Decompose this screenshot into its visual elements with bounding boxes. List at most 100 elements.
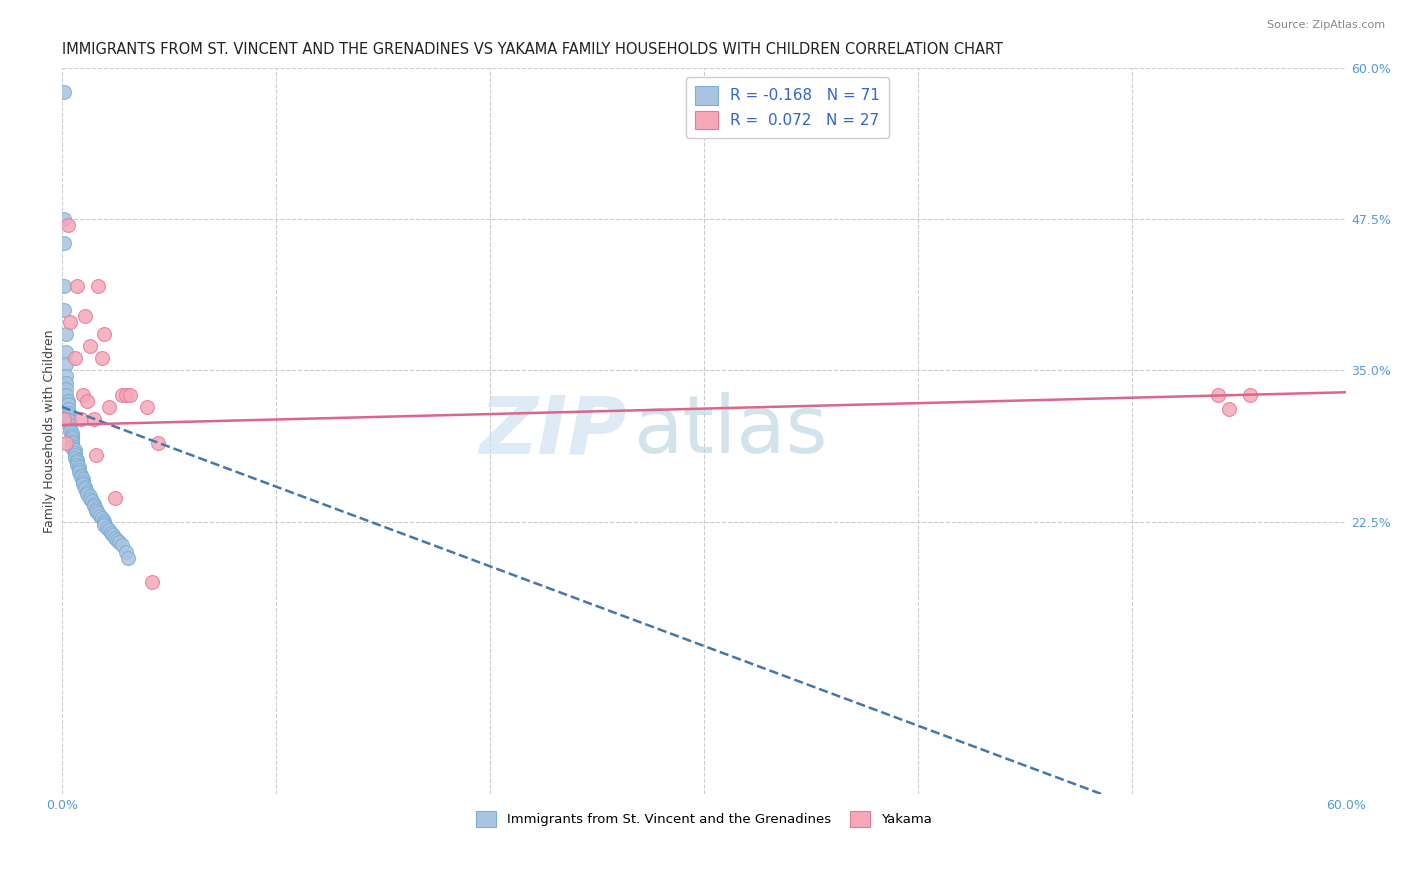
Point: [60, 426, 83, 441]
Point: [87, 278, 110, 293]
Point: [55, 382, 77, 396]
Text: Source: ZipAtlas.com: Source: ZipAtlas.com: [1267, 20, 1385, 29]
Point: [60, 441, 83, 455]
Point: [67, 463, 90, 477]
Point: [55, 327, 77, 342]
Point: [66, 278, 89, 293]
Point: [76, 393, 98, 408]
Point: [136, 400, 159, 414]
Point: [56, 412, 79, 426]
Point: [84, 501, 107, 516]
Point: [97, 400, 120, 414]
Point: [115, 545, 138, 559]
Point: [117, 551, 139, 566]
Point: [105, 533, 128, 547]
Point: [56, 397, 79, 411]
Point: [104, 491, 127, 505]
Point: [84, 448, 107, 462]
Point: [72, 475, 94, 489]
Point: [83, 412, 105, 426]
Point: [76, 484, 98, 499]
Point: [52, 85, 75, 99]
Point: [91, 511, 114, 525]
Point: [83, 497, 105, 511]
Point: [66, 455, 89, 469]
Point: [80, 494, 103, 508]
Text: ZIP: ZIP: [479, 392, 627, 470]
Point: [75, 309, 97, 323]
Point: [1206, 387, 1229, 401]
Point: [87, 507, 110, 521]
Point: [70, 412, 93, 426]
Point: [70, 467, 93, 482]
Point: [56, 409, 79, 424]
Point: [63, 446, 86, 460]
Point: [83, 499, 105, 513]
Y-axis label: Family Households with Children: Family Households with Children: [44, 329, 56, 533]
Point: [120, 387, 142, 401]
Point: [60, 434, 83, 448]
Point: [59, 424, 82, 438]
Point: [63, 450, 86, 465]
Point: [63, 443, 86, 458]
Point: [75, 482, 97, 496]
Point: [72, 472, 94, 486]
Point: [79, 490, 101, 504]
Point: [59, 414, 82, 428]
Point: [52, 302, 75, 317]
Point: [75, 480, 97, 494]
Legend: Immigrants from St. Vincent and the Grenadines, Yakama: Immigrants from St. Vincent and the Gren…: [468, 803, 939, 835]
Point: [72, 477, 94, 491]
Point: [52, 278, 75, 293]
Point: [79, 339, 101, 353]
Point: [55, 387, 77, 401]
Point: [84, 504, 107, 518]
Point: [70, 470, 93, 484]
Point: [56, 402, 79, 417]
Point: [89, 508, 111, 523]
Point: [93, 514, 115, 528]
Point: [100, 525, 122, 540]
Point: [60, 429, 83, 443]
Point: [55, 358, 77, 372]
Point: [56, 393, 79, 408]
Point: [91, 351, 114, 366]
Point: [96, 521, 118, 535]
Point: [52, 412, 75, 426]
Point: [66, 458, 89, 472]
Point: [59, 421, 82, 435]
Point: [111, 538, 134, 552]
Point: [93, 327, 115, 342]
Point: [60, 436, 83, 450]
Point: [93, 518, 115, 533]
Point: [146, 436, 169, 450]
Point: [67, 465, 90, 479]
Point: [60, 438, 83, 452]
Point: [67, 460, 90, 475]
Point: [59, 417, 82, 432]
Point: [66, 453, 89, 467]
Point: [76, 487, 98, 501]
Point: [55, 376, 77, 390]
Point: [59, 315, 82, 329]
Point: [56, 218, 79, 232]
Text: atlas: atlas: [633, 392, 828, 470]
Point: [93, 516, 115, 530]
Point: [55, 436, 77, 450]
Point: [101, 528, 124, 542]
Point: [1218, 402, 1240, 417]
Text: IMMIGRANTS FROM ST. VINCENT AND THE GRENADINES VS YAKAMA FAMILY HOUSEHOLDS WITH : IMMIGRANTS FROM ST. VINCENT AND THE GREN…: [62, 42, 1002, 57]
Point: [55, 369, 77, 384]
Point: [60, 431, 83, 445]
Point: [72, 387, 94, 401]
Point: [63, 351, 86, 366]
Point: [141, 575, 163, 590]
Point: [104, 531, 127, 545]
Point: [63, 448, 86, 462]
Point: [52, 212, 75, 227]
Point: [97, 524, 120, 538]
Point: [111, 387, 134, 401]
Point: [55, 345, 77, 359]
Point: [115, 387, 138, 401]
Point: [52, 236, 75, 251]
